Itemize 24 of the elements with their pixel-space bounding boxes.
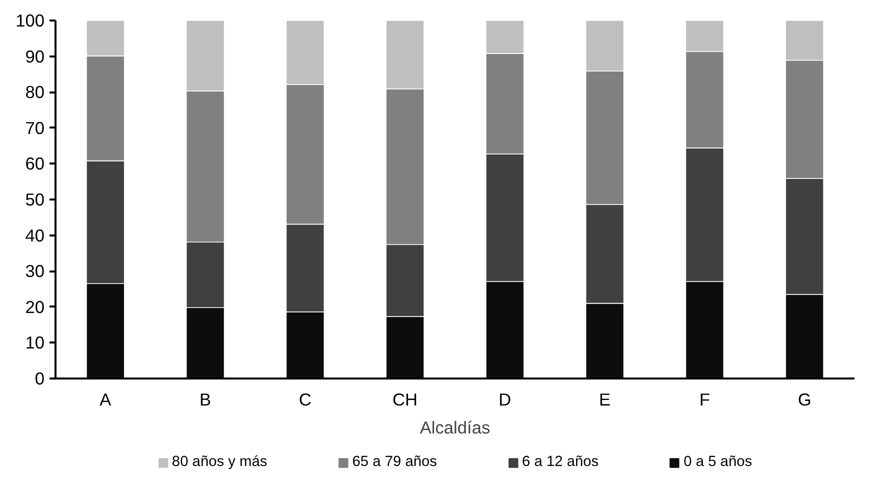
legend-label: 6 a 12 años bbox=[522, 454, 599, 470]
y-tick-label: 50 bbox=[25, 190, 45, 210]
legend-label: 0 a 5 años bbox=[684, 454, 752, 470]
x-tick-label: CH bbox=[392, 390, 418, 410]
x-tick-label: D bbox=[498, 390, 512, 410]
x-tick-label: C bbox=[298, 390, 312, 410]
y-tick-label: 60 bbox=[25, 154, 45, 174]
y-tick-label: 100 bbox=[16, 10, 45, 30]
x-tick-label: G bbox=[798, 390, 812, 410]
y-tick-label: 70 bbox=[25, 118, 45, 138]
x-tick-label: E bbox=[599, 390, 611, 410]
x-axis-title: Alcaldías bbox=[420, 418, 490, 438]
y-tick-label: 30 bbox=[25, 261, 45, 282]
legend-label: 80 años y más bbox=[172, 454, 268, 470]
x-tick-label: A bbox=[100, 390, 112, 410]
legend-label: 65 a 79 años bbox=[352, 454, 438, 470]
y-tick-label: 0 bbox=[34, 368, 45, 388]
y-tick-label: 20 bbox=[25, 296, 45, 317]
x-tick-label: F bbox=[699, 390, 710, 410]
y-tick-label: 40 bbox=[25, 225, 45, 246]
y-tick-label: 90 bbox=[25, 46, 45, 66]
y-tick-label: 10 bbox=[25, 332, 45, 353]
x-tick-label: B bbox=[200, 390, 212, 410]
y-tick-label: 80 bbox=[25, 82, 45, 102]
